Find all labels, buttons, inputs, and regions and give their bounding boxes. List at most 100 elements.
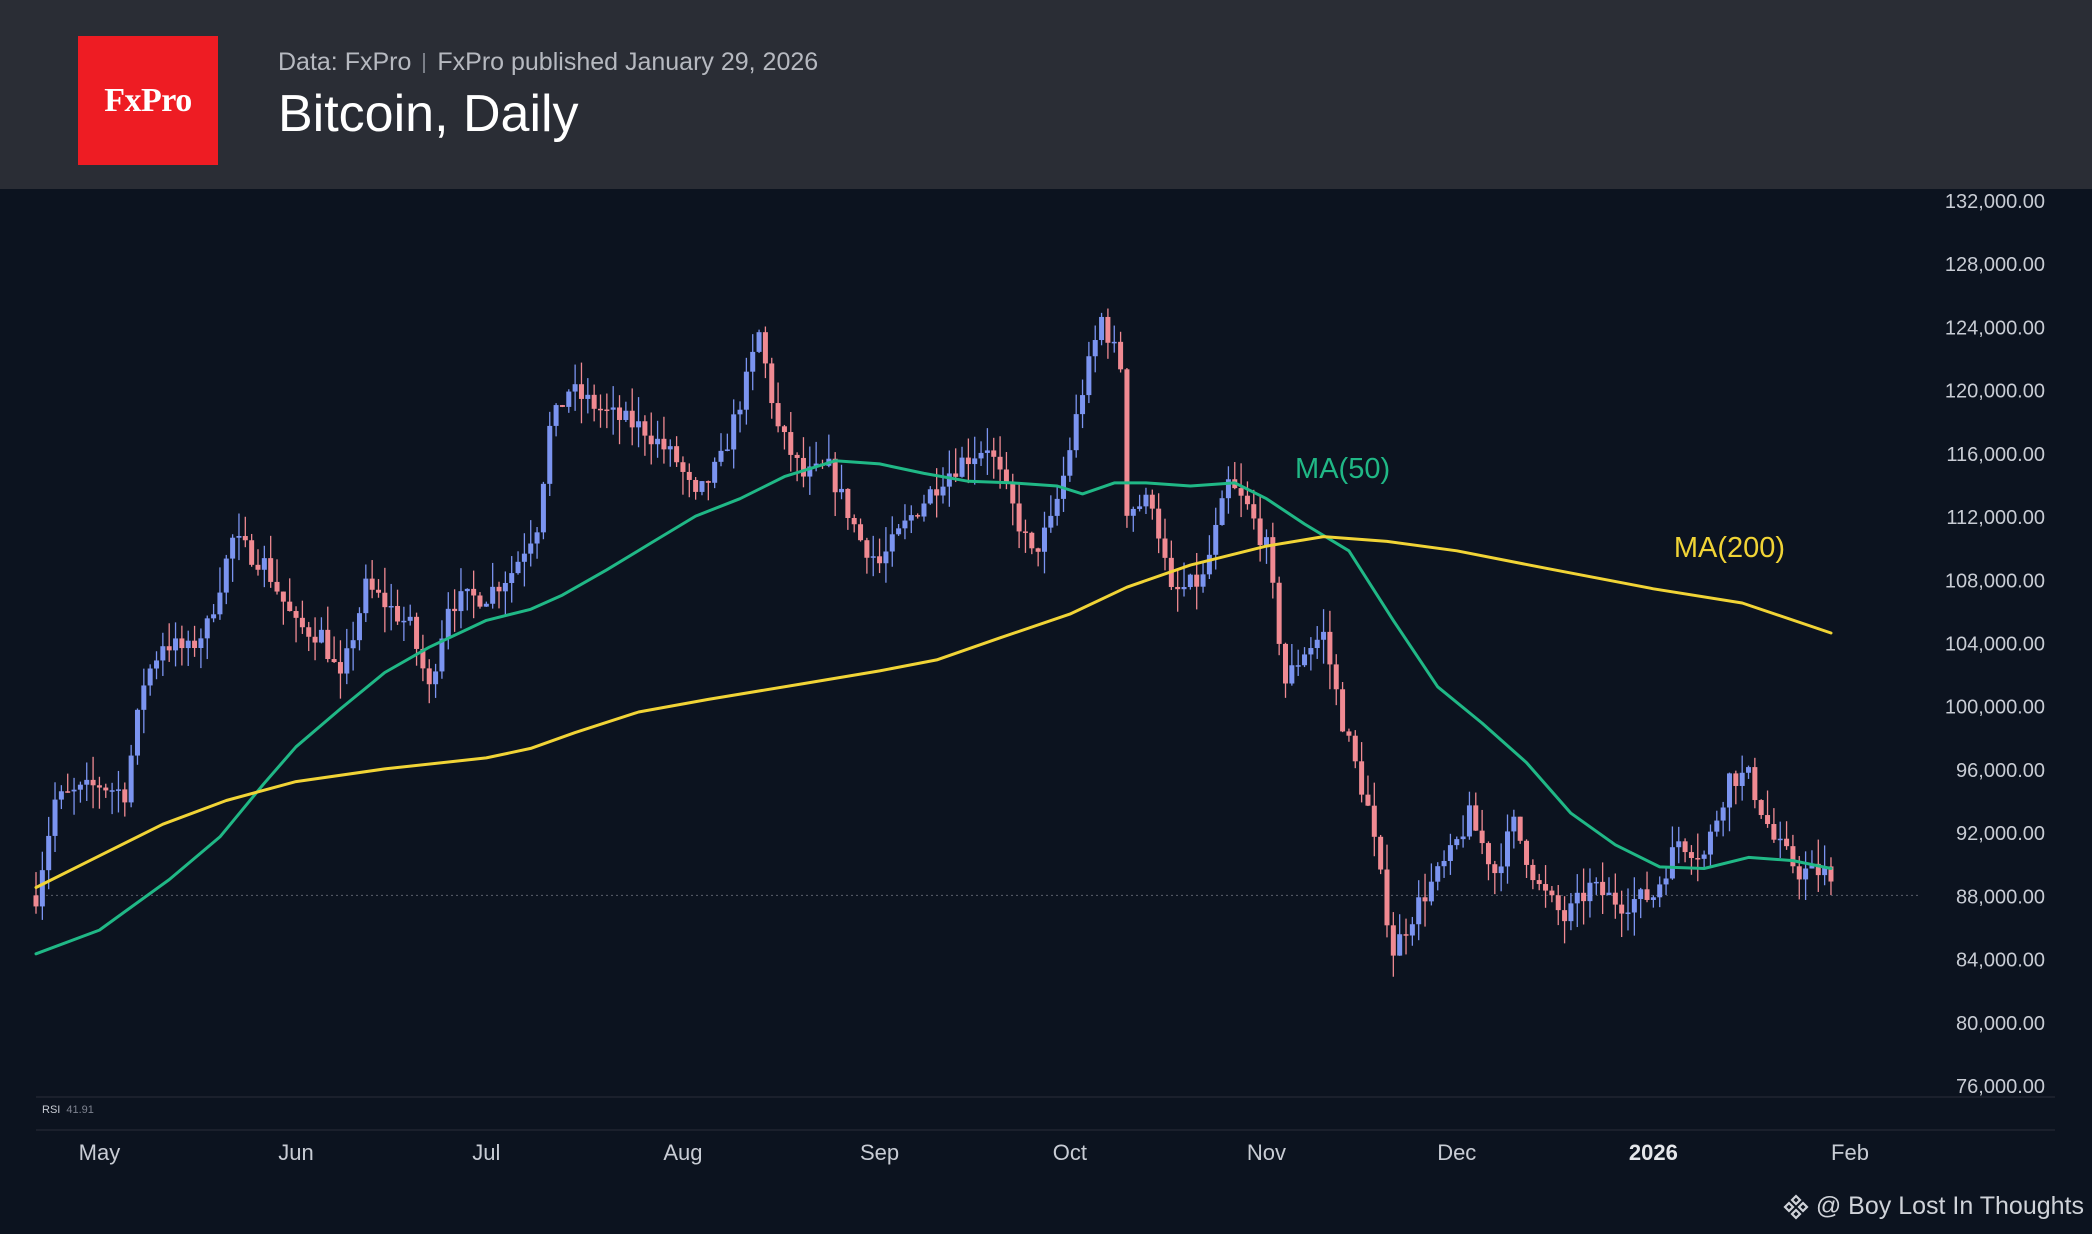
candle-body (1543, 884, 1549, 891)
x-tick-label: Jul (472, 1140, 500, 1165)
candle-body (407, 616, 413, 621)
candle-body (889, 534, 895, 552)
candle-body (115, 789, 121, 791)
candle-body (521, 553, 527, 562)
candle-body (103, 787, 109, 791)
candle-body (712, 461, 718, 483)
x-tick-label: Jun (278, 1140, 313, 1165)
candle-body (179, 638, 185, 649)
candle-body (1574, 892, 1580, 904)
candle-body (1194, 574, 1200, 587)
candle-body (845, 488, 851, 519)
candle-body (984, 450, 990, 453)
candle-body (1276, 582, 1282, 644)
candle-body (1048, 515, 1054, 528)
candle-body (1619, 904, 1625, 914)
candle-body (1105, 316, 1111, 343)
candle-body (1041, 527, 1047, 552)
candle-body (1289, 665, 1295, 684)
candle-body (1390, 925, 1396, 956)
candle-body (693, 479, 699, 492)
candle-body (953, 473, 959, 477)
candle-body (344, 648, 350, 674)
y-tick-label: 76,000.00 (1956, 1076, 2045, 1098)
candle-body (1790, 846, 1796, 867)
candle-body (1181, 586, 1187, 590)
candle-body (1555, 895, 1561, 911)
candle-body (1504, 831, 1510, 867)
candle-body (1435, 866, 1441, 882)
candle-body (369, 578, 375, 590)
candle-body (1111, 341, 1117, 344)
candle-body (578, 384, 584, 399)
candle-body (572, 384, 578, 392)
credit-text: @ Boy Lost In Thoughts (1815, 1192, 2084, 1220)
candle-body (128, 755, 134, 803)
candle-body (617, 407, 623, 420)
candle-body (1416, 897, 1422, 925)
candle-body (198, 638, 204, 649)
candle-body (686, 471, 692, 480)
candle-body (1473, 805, 1479, 831)
candle-body (388, 605, 394, 608)
candle-body (1302, 654, 1308, 666)
candle-body (655, 438, 661, 445)
candle-body (39, 870, 45, 907)
candle-body (1092, 340, 1098, 357)
candle-body (540, 483, 546, 533)
candle-body (46, 835, 52, 871)
candle-body (1682, 841, 1688, 853)
candle-body (1828, 866, 1834, 882)
candle-body (1263, 537, 1269, 546)
candle-body (1447, 845, 1453, 861)
x-tick-label: May (79, 1140, 121, 1165)
candle-body (915, 515, 921, 517)
candle-body (642, 421, 648, 436)
candle-body (978, 452, 984, 459)
candle-body (1784, 838, 1790, 847)
x-tick-label: Sep (860, 1140, 899, 1165)
y-tick-label: 84,000.00 (1956, 950, 2045, 972)
candle-body (832, 458, 838, 493)
candle-body (1124, 369, 1130, 516)
candle-body (1517, 816, 1523, 841)
candle-body (122, 789, 128, 803)
candle-body (414, 616, 420, 649)
candle-body (1175, 586, 1181, 590)
y-tick-label: 124,000.00 (1945, 317, 2045, 339)
ma50-label: MA(50) (1295, 453, 1390, 485)
candle-body (458, 591, 464, 612)
candle-body (166, 646, 172, 651)
candle-body (173, 638, 179, 651)
candle-body (439, 638, 445, 672)
rsi-label: RSI 41.91 (42, 1104, 94, 1116)
candle-body (1796, 866, 1802, 880)
candle-body (84, 779, 90, 785)
candle-body (1149, 494, 1155, 509)
candle-body (1295, 665, 1301, 667)
candle-body (781, 426, 787, 433)
candle-body (661, 438, 667, 450)
candle-body (1676, 841, 1682, 848)
candle-body (1257, 518, 1263, 546)
candle-body (1441, 860, 1447, 867)
candle-body (160, 646, 166, 661)
candle-body (236, 536, 242, 538)
candle-body (192, 640, 198, 649)
candle-body (604, 409, 610, 412)
candle-body (1562, 910, 1568, 922)
candle-body (1536, 880, 1542, 885)
candle-body (1137, 506, 1143, 509)
candle-body (1346, 731, 1352, 736)
candle-body (452, 608, 458, 612)
candle-body (1809, 863, 1815, 869)
candle-body (705, 481, 711, 483)
candle-body (1073, 414, 1079, 451)
candle-body (528, 543, 534, 554)
candle-body (96, 785, 102, 788)
candle-body (959, 457, 965, 477)
data-source: Data: FxPro (278, 48, 412, 76)
y-tick-label: 128,000.00 (1945, 254, 2045, 276)
candle-body (934, 489, 940, 496)
candle-body (502, 582, 508, 592)
